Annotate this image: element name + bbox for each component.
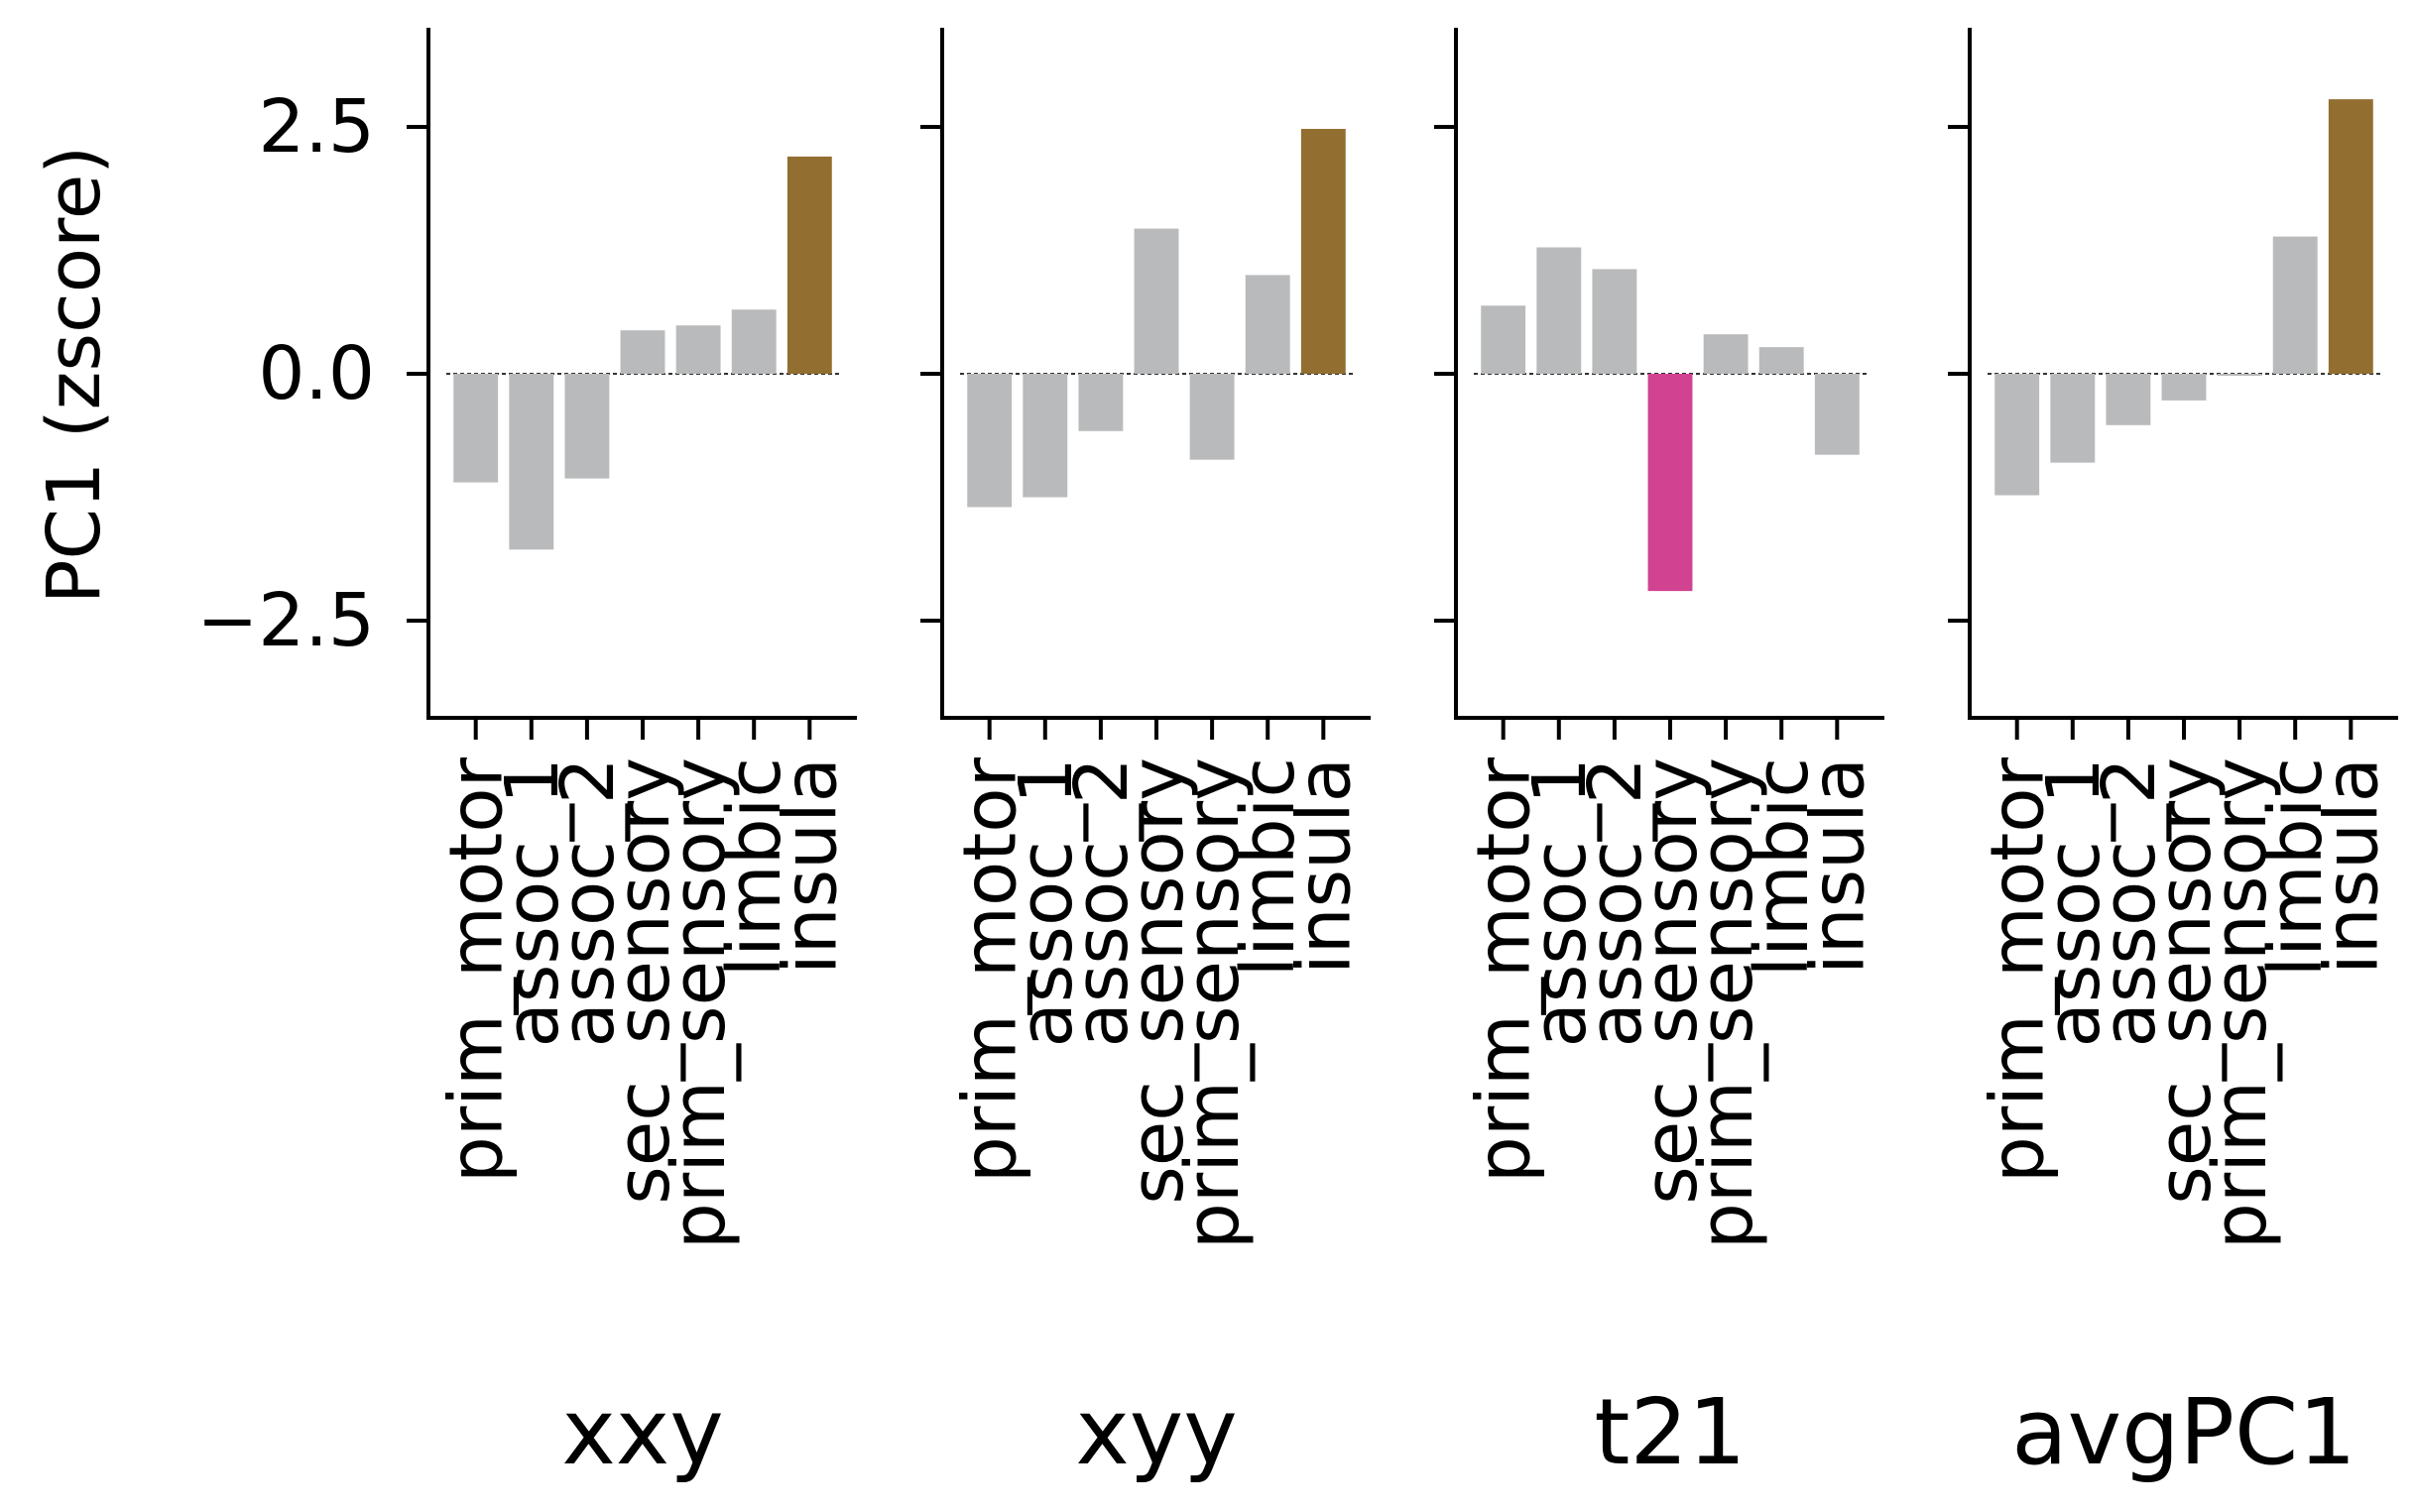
bar-panel: prim_motorassoc_1assoc_2sec_sensoryprim_… <box>1434 28 1884 1485</box>
x-tick-label: insula <box>1795 757 1880 975</box>
bar <box>2272 236 2318 374</box>
bar <box>1592 269 1637 374</box>
bar <box>1078 374 1124 431</box>
y-tick-label: 2.5 <box>258 84 375 170</box>
x-tick-label: prim_sensory <box>657 757 742 1249</box>
bar-panel: prim_motorassoc_1assoc_2sec_sensoryprim_… <box>920 28 1371 1485</box>
panel-xlabel: avgPC1 <box>2011 1379 2356 1485</box>
x-tick-label: prim_motor <box>1462 756 1547 1183</box>
bar <box>731 309 777 374</box>
x-tick-label: prim_motor <box>1976 756 2061 1183</box>
y-tick-labels: 2.5 0.0 −2.5 <box>196 84 375 663</box>
x-tick-label: assoc_2 <box>1573 757 1658 1048</box>
bar <box>1134 228 1179 374</box>
bar <box>509 374 554 550</box>
bar <box>1245 275 1290 374</box>
bar <box>1189 374 1235 460</box>
bar <box>1814 374 1860 455</box>
bar <box>2328 99 2373 374</box>
y-tick-label: 0.0 <box>258 331 375 416</box>
x-tick-label: prim_sensory <box>1684 757 1769 1249</box>
y-tick-label: −2.5 <box>196 578 375 663</box>
bar <box>1536 247 1582 374</box>
x-tick-label: sec_sensory <box>1115 757 1200 1205</box>
x-tick-label: assoc_1 <box>1517 757 1603 1048</box>
x-tick-label: limbic <box>712 757 797 977</box>
x-tick-label: sec_sensory <box>601 757 686 1205</box>
x-tick-label: prim_motor <box>434 756 520 1183</box>
x-tick-label: limbic <box>1740 757 1825 977</box>
x-tick-label: sec_sensory <box>2142 757 2228 1205</box>
x-tick-label: assoc_1 <box>1004 757 1089 1048</box>
x-tick-label: sec_sensory <box>1629 757 1714 1205</box>
bar <box>2161 374 2207 401</box>
x-tick-label: prim_sensory <box>2198 757 2283 1249</box>
x-tick-label: insula <box>2309 757 2394 975</box>
panel-xlabel: xyy <box>1075 1379 1237 1485</box>
bar <box>620 330 665 374</box>
bar <box>2217 374 2262 376</box>
x-tick-label: assoc_2 <box>545 757 631 1048</box>
chart-panels: prim_motorassoc_1assoc_2sec_sensoryprim_… <box>407 28 2398 1485</box>
bar-panel: prim_motorassoc_1assoc_2sec_sensoryprim_… <box>1948 28 2398 1485</box>
x-tick-label: assoc_1 <box>490 757 575 1048</box>
x-tick-label: prim_motor <box>948 756 1033 1183</box>
bar <box>1647 374 1693 592</box>
bar <box>2050 374 2096 463</box>
x-tick-label: insula <box>1281 757 1367 975</box>
bar <box>1481 305 1526 374</box>
x-tick-label: insula <box>768 757 853 975</box>
bar <box>564 374 610 479</box>
x-tick-label: assoc_2 <box>2087 757 2172 1048</box>
bar <box>2106 374 2151 425</box>
y-axis-label: PC1 (zscore) <box>32 146 117 604</box>
x-tick-label: assoc_1 <box>2031 757 2116 1048</box>
x-tick-label: assoc_2 <box>1059 757 1145 1048</box>
bar <box>675 325 721 374</box>
bar <box>1758 347 1804 374</box>
bar <box>786 156 832 374</box>
bar <box>453 374 499 483</box>
bar <box>1703 334 1749 374</box>
x-tick-label: limbic <box>1226 757 1311 977</box>
x-tick-label: limbic <box>2253 757 2339 977</box>
bar-panel: prim_motorassoc_1assoc_2sec_sensoryprim_… <box>407 28 857 1485</box>
bar <box>1994 374 2040 496</box>
panel-xlabel: t21 <box>1594 1379 1746 1485</box>
bar <box>1300 128 1346 374</box>
panel-xlabel: xxy <box>561 1379 723 1485</box>
x-tick-label: prim_sensory <box>1170 757 1256 1249</box>
bar <box>1023 374 1068 498</box>
bar <box>967 374 1013 508</box>
